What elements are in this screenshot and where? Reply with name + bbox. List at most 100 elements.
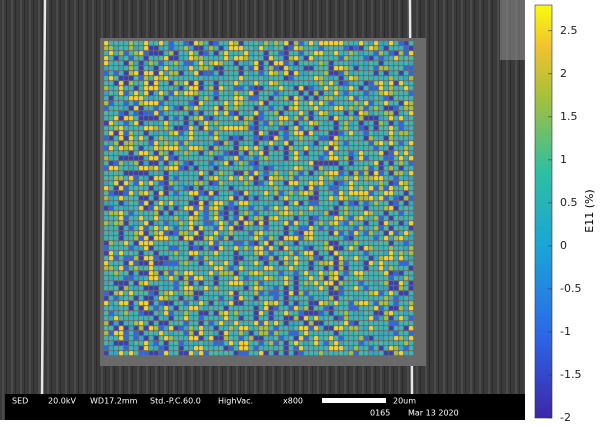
map-dot — [109, 56, 114, 61]
map-dot — [404, 171, 409, 176]
map-dot — [124, 351, 129, 356]
map-dot — [354, 331, 359, 336]
map-dot — [204, 201, 209, 206]
map-dot — [189, 316, 194, 321]
map-dot — [384, 316, 389, 321]
map-dot — [279, 271, 284, 276]
map-dot — [134, 96, 139, 101]
map-dot — [214, 301, 219, 306]
map-dot — [134, 291, 139, 296]
map-dot — [169, 191, 174, 196]
map-dot — [144, 116, 149, 121]
map-dot — [254, 76, 259, 81]
map-dot — [154, 231, 159, 236]
map-dot — [394, 301, 399, 306]
map-dot — [179, 156, 184, 161]
map-dot — [209, 336, 214, 341]
map-dot — [294, 321, 299, 326]
map-dot — [384, 166, 389, 171]
map-dot — [324, 336, 329, 341]
map-dot — [189, 246, 194, 251]
map-dot — [344, 161, 349, 166]
map-dot — [239, 321, 244, 326]
map-dot — [239, 121, 244, 126]
map-dot — [259, 136, 264, 141]
map-dot — [324, 91, 329, 96]
map-dot — [304, 216, 309, 221]
map-dot — [329, 221, 334, 226]
map-dot — [149, 321, 154, 326]
map-dot — [239, 246, 244, 251]
map-dot — [234, 111, 239, 116]
map-dot — [269, 136, 274, 141]
map-dot — [374, 186, 379, 191]
map-dot — [279, 41, 284, 46]
map-dot — [204, 41, 209, 46]
map-dot — [159, 346, 164, 351]
map-dot — [144, 161, 149, 166]
map-dot — [114, 221, 119, 226]
map-dot — [194, 61, 199, 66]
map-dot — [189, 106, 194, 111]
map-dot — [399, 196, 404, 201]
map-dot — [129, 141, 134, 146]
map-dot — [384, 171, 389, 176]
map-dot — [239, 311, 244, 316]
map-dot — [324, 136, 329, 141]
map-dot — [294, 101, 299, 106]
map-dot — [279, 261, 284, 266]
map-dot — [169, 236, 174, 241]
map-dot — [199, 231, 204, 236]
map-dot — [294, 271, 299, 276]
map-dot — [344, 331, 349, 336]
map-dot — [209, 291, 214, 296]
map-dot — [124, 346, 129, 351]
map-dot — [224, 256, 229, 261]
map-dot — [154, 311, 159, 316]
map-dot — [314, 181, 319, 186]
map-dot — [124, 91, 129, 96]
map-dot — [349, 206, 354, 211]
map-dot — [409, 131, 414, 136]
map-dot — [114, 141, 119, 146]
map-dot — [179, 181, 184, 186]
map-dot — [399, 351, 404, 356]
map-dot — [139, 216, 144, 221]
map-dot — [179, 231, 184, 236]
map-dot — [324, 56, 329, 61]
map-dot — [169, 276, 174, 281]
map-dot — [344, 146, 349, 151]
map-dot — [404, 161, 409, 166]
map-dot — [294, 251, 299, 256]
map-dot — [179, 266, 184, 271]
map-dot — [354, 81, 359, 86]
map-dot — [279, 146, 284, 151]
map-dot — [409, 291, 414, 296]
map-dot — [379, 351, 384, 356]
map-dot — [369, 126, 374, 131]
map-dot — [329, 306, 334, 311]
map-dot — [169, 186, 174, 191]
map-dot — [119, 341, 124, 346]
map-dot — [114, 201, 119, 206]
map-dot — [274, 281, 279, 286]
map-dot — [239, 191, 244, 196]
map-dot — [269, 276, 274, 281]
map-dot — [359, 101, 364, 106]
map-dot — [294, 211, 299, 216]
map-dot — [264, 311, 269, 316]
map-dot — [384, 241, 389, 246]
map-dot — [304, 136, 309, 141]
map-dot — [294, 131, 299, 136]
map-dot — [109, 301, 114, 306]
map-dot — [169, 116, 174, 121]
map-dot — [284, 146, 289, 151]
map-dot — [329, 46, 334, 51]
map-dot — [154, 81, 159, 86]
map-dot — [154, 211, 159, 216]
map-dot — [374, 246, 379, 251]
map-dot — [214, 216, 219, 221]
map-dot — [374, 201, 379, 206]
map-dot — [309, 226, 314, 231]
map-dot — [254, 161, 259, 166]
